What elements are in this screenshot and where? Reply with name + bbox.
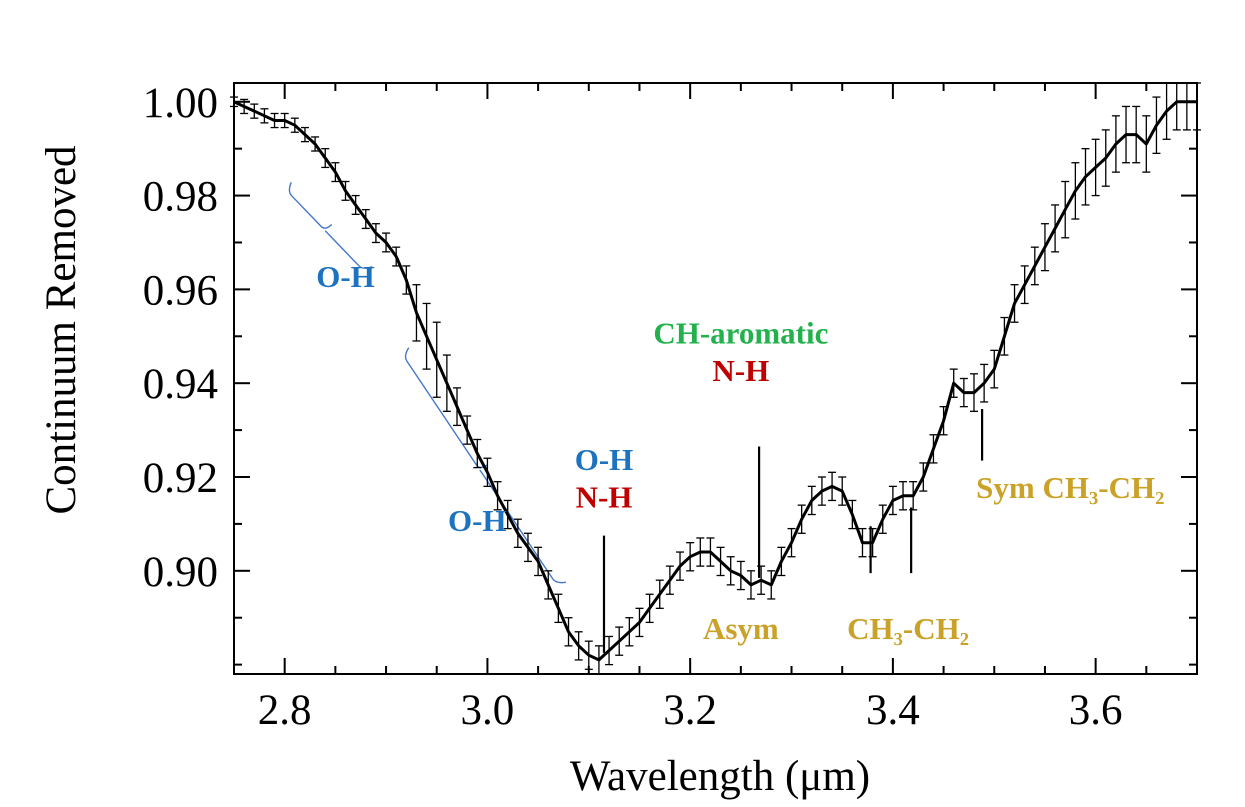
y-tick-label: 0.92 xyxy=(143,455,218,502)
y-tick-label: 0.98 xyxy=(143,174,218,221)
x-tick-labels: 2.8 3.0 3.2 3.4 3.6 xyxy=(258,687,1123,734)
band-annotation: N-H xyxy=(576,479,633,514)
band-markers xyxy=(602,408,984,653)
error-bar xyxy=(1193,82,1201,131)
band-annotation: O-H xyxy=(448,503,507,538)
band-annotation: O-H xyxy=(575,442,634,477)
x-tick-label: 3.6 xyxy=(1069,687,1123,734)
x-axis-label: Wavelength (μm) xyxy=(570,753,870,800)
band-annotation: N-H xyxy=(712,353,769,388)
x-tick-label: 3.0 xyxy=(461,687,515,734)
y-tick-labels: 0.90 0.92 0.94 0.96 0.98 1.00 xyxy=(143,80,218,596)
plot-frame xyxy=(233,82,1198,675)
error-bar xyxy=(230,96,238,108)
band-annotation: Asym xyxy=(703,611,779,646)
y-tick-label: 0.90 xyxy=(143,549,218,596)
axis-ticks xyxy=(233,83,1198,674)
x-tick-label: 2.8 xyxy=(258,687,312,734)
band-annotation: Sym CH₃-CH₂ xyxy=(976,470,1164,505)
y-tick-label: 0.94 xyxy=(143,361,218,408)
y-tick-label: 0.96 xyxy=(143,267,218,314)
y-axis-label: Continuum Removed xyxy=(38,145,85,514)
band-annotation: O-H xyxy=(316,259,375,294)
error-bar xyxy=(1182,82,1191,131)
band-brackets xyxy=(288,182,567,584)
y-tick-label: 1.00 xyxy=(143,80,218,127)
error-bar xyxy=(1172,82,1181,131)
band-annotation: CH₃-CH₂ xyxy=(847,611,969,646)
x-tick-label: 3.2 xyxy=(663,687,717,734)
band-bracket xyxy=(288,182,373,269)
series-line xyxy=(233,100,1197,662)
x-tick-label: 3.4 xyxy=(866,687,920,734)
band-annotation: CH-aromatic xyxy=(653,315,828,350)
